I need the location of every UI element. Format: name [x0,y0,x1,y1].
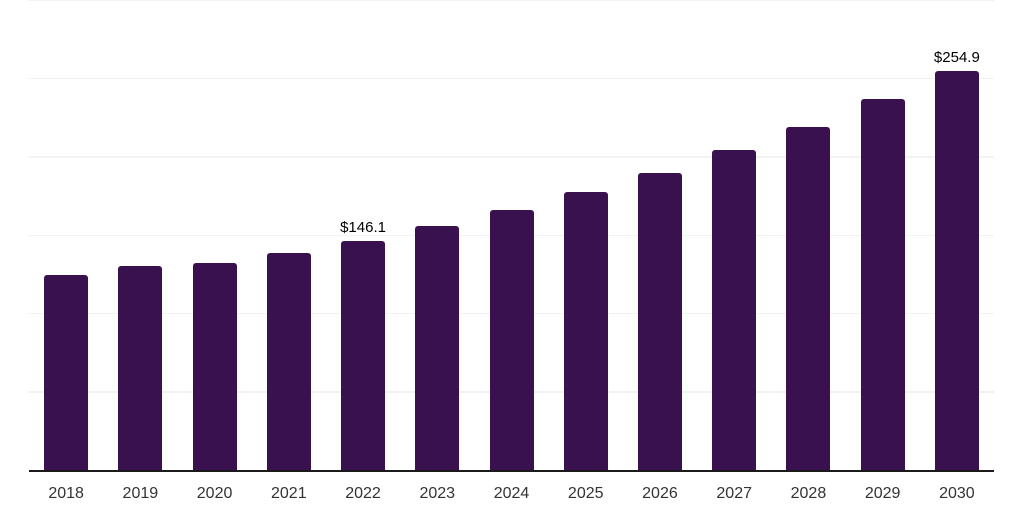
x-tick-2027: 2027 [716,485,752,502]
x-axis-line [29,470,994,472]
x-tick-2023: 2023 [419,485,456,502]
x-tick-2019: 2019 [122,485,159,502]
x-tick-2025: 2025 [567,485,604,502]
x-tick-2018: 2018 [48,485,84,502]
bar-2021 [266,253,311,470]
x-tick-2024: 2024 [493,485,530,502]
plot-area: $146.1 $254.9 [29,0,994,472]
grid-line-300 [29,0,994,1]
x-axis-labels: 2018 2019 2020 2021 2022 2023 2024 2025 2026 2027… [29,472,994,512]
bar-2024 [489,210,534,470]
x-tick-2030: 2030 [939,485,975,502]
grid-line-200 [29,156,994,158]
x-tick-2021: 2021 [271,485,307,502]
x-tick-2020: 2020 [196,485,233,502]
bar-2020 [192,263,237,470]
bar-2022 [341,241,386,470]
bar-2028 [786,126,831,470]
bar-2018 [44,275,89,470]
data-label-2030: $254.9 [933,48,980,66]
bar-2027 [712,150,757,470]
bar-2023 [415,226,460,470]
bar-2019 [118,266,163,470]
x-tick-2028: 2028 [790,485,827,502]
x-tick-2026: 2026 [642,485,678,502]
data-label-2022: $146.1 [340,219,386,237]
x-tick-2022: 2022 [345,485,381,502]
bar-2029 [860,99,905,470]
bar-2025 [563,192,608,470]
x-tick-2029: 2029 [864,485,901,502]
bar-2030 [934,70,979,470]
grid-line-250 [29,77,994,80]
bar-2026 [637,172,682,470]
